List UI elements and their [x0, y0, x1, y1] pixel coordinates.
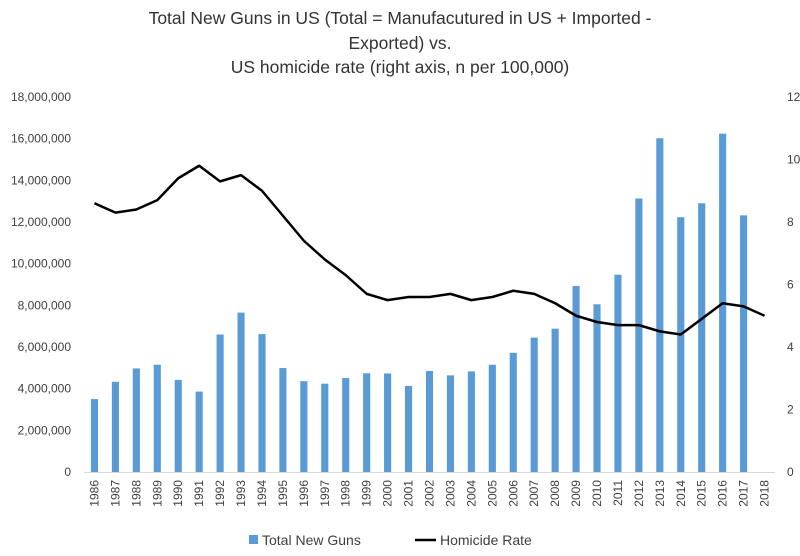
right-tick-label: 2	[787, 403, 794, 417]
bar-2010	[593, 304, 601, 472]
x-tick-label: 1986	[87, 480, 101, 507]
x-tick-label: 2007	[527, 480, 541, 507]
left-tick-label: 2,000,000	[18, 423, 72, 437]
left-tick-label: 10,000,000	[11, 257, 71, 271]
bar-1990	[174, 379, 182, 472]
legend-label-total-new-guns: Total New Guns	[262, 532, 361, 548]
bar-2002	[425, 370, 434, 472]
bar-1987	[111, 381, 119, 472]
x-tick-label: 1987	[108, 480, 122, 507]
x-tick-label: 2009	[569, 480, 583, 507]
bar-series-total-new-guns	[90, 133, 748, 473]
bar-1992	[216, 334, 224, 472]
left-axis-ticks: 0 2,000,000 4,000,000 6,000,000 8,000,000 10,…	[11, 90, 71, 479]
right-tick-label: 0	[787, 465, 794, 479]
right-tick-label: 12	[787, 90, 800, 104]
x-tick-label: 1991	[192, 480, 206, 507]
x-tick-label: 2000	[381, 480, 395, 507]
bar-1989	[153, 364, 161, 472]
right-tick-label: 8	[787, 215, 794, 229]
bar-1988	[132, 368, 140, 472]
right-tick-label: 10	[787, 153, 800, 167]
left-tick-label: 4,000,000	[18, 382, 72, 396]
bar-1993	[237, 312, 245, 473]
left-tick-label: 12,000,000	[11, 215, 71, 229]
x-axis-ticks: 1986 1987 1988 1989 1990 1991 1992 1993 1994 1995…	[87, 480, 771, 507]
legend-label-homicide-rate: Homicide Rate	[440, 532, 532, 548]
chart-title-line-3: US homicide rate (right axis, n per 100,…	[230, 57, 570, 77]
bar-2003	[446, 375, 454, 472]
bar-2000	[384, 373, 392, 472]
x-tick-label: 2013	[653, 480, 667, 507]
bar-2005	[488, 364, 496, 472]
x-tick-label: 2015	[695, 480, 709, 507]
x-tick-label: 1992	[213, 480, 227, 507]
x-tick-label: 2017	[737, 480, 751, 507]
x-tick-label: 1988	[129, 480, 143, 507]
x-tick-label: 2004	[464, 480, 478, 507]
bar-1999	[363, 373, 371, 472]
line-series-homicide-rate	[93, 164, 766, 336]
x-tick-label: 1990	[171, 480, 185, 507]
x-tick-label: 2003	[443, 480, 457, 507]
legend-swatch-total-new-guns	[249, 535, 258, 544]
x-tick-label: 2014	[674, 480, 688, 507]
bar-2001	[405, 385, 413, 472]
left-tick-label: 14,000,000	[11, 173, 71, 187]
x-tick-label: 1993	[234, 480, 248, 507]
left-tick-label: 8,000,000	[18, 298, 72, 312]
x-tick-label: 1996	[297, 480, 311, 507]
left-tick-label: 18,000,000	[11, 90, 71, 104]
chart-title-line-2: Exported) vs.	[348, 32, 452, 53]
bar-1996	[300, 381, 308, 472]
chart-title-line-1: Total New Guns in US (Total = Manufacutu…	[148, 8, 652, 28]
bar-1991	[195, 391, 203, 472]
bar-2008	[551, 328, 559, 472]
x-tick-label: 2005	[485, 480, 499, 507]
bar-2011	[614, 274, 622, 472]
right-tick-label: 4	[787, 340, 794, 354]
bar-2017	[740, 215, 748, 472]
bar-2006	[509, 352, 517, 472]
x-tick-label: 2012	[632, 480, 646, 507]
x-tick-label: 1998	[339, 480, 353, 507]
bar-2015	[698, 203, 706, 472]
bar-1986	[90, 399, 99, 472]
bar-2012	[635, 198, 643, 472]
x-tick-label: 1989	[150, 480, 164, 507]
x-tick-label: 1995	[276, 480, 290, 507]
bar-1995	[279, 368, 287, 472]
bar-2014	[677, 217, 685, 472]
x-tick-label: 2008	[548, 480, 562, 507]
bar-2004	[467, 371, 475, 473]
x-tick-label: 1997	[318, 480, 332, 507]
bar-1998	[342, 378, 350, 472]
left-tick-label: 0	[64, 465, 71, 479]
bar-1997	[321, 383, 329, 472]
x-tick-label: 2016	[716, 480, 730, 507]
bar-1994	[258, 334, 266, 472]
bar-2009	[572, 285, 580, 472]
right-axis-ticks: 0 2 4 6 8 10 12	[787, 90, 800, 479]
left-tick-label: 6,000,000	[18, 340, 72, 354]
x-tick-label: 1994	[255, 480, 269, 507]
x-tick-label: 1999	[360, 480, 374, 507]
legend: Total New Guns Homicide Rate	[249, 532, 532, 548]
x-tick-label: 2018	[758, 480, 772, 507]
chart-title: Total New Guns in US (Total = Manufacutu…	[0, 6, 800, 80]
x-tick-label: 2002	[423, 480, 437, 507]
x-tick-label: 2001	[402, 480, 416, 507]
right-tick-label: 6	[787, 278, 794, 292]
bar-2007	[530, 337, 538, 473]
left-tick-label: 16,000,000	[11, 132, 71, 146]
x-tick-label: 2011	[611, 480, 625, 506]
x-tick-label: 2006	[506, 480, 520, 507]
x-tick-label: 2010	[590, 480, 604, 507]
bar-2013	[656, 138, 664, 472]
